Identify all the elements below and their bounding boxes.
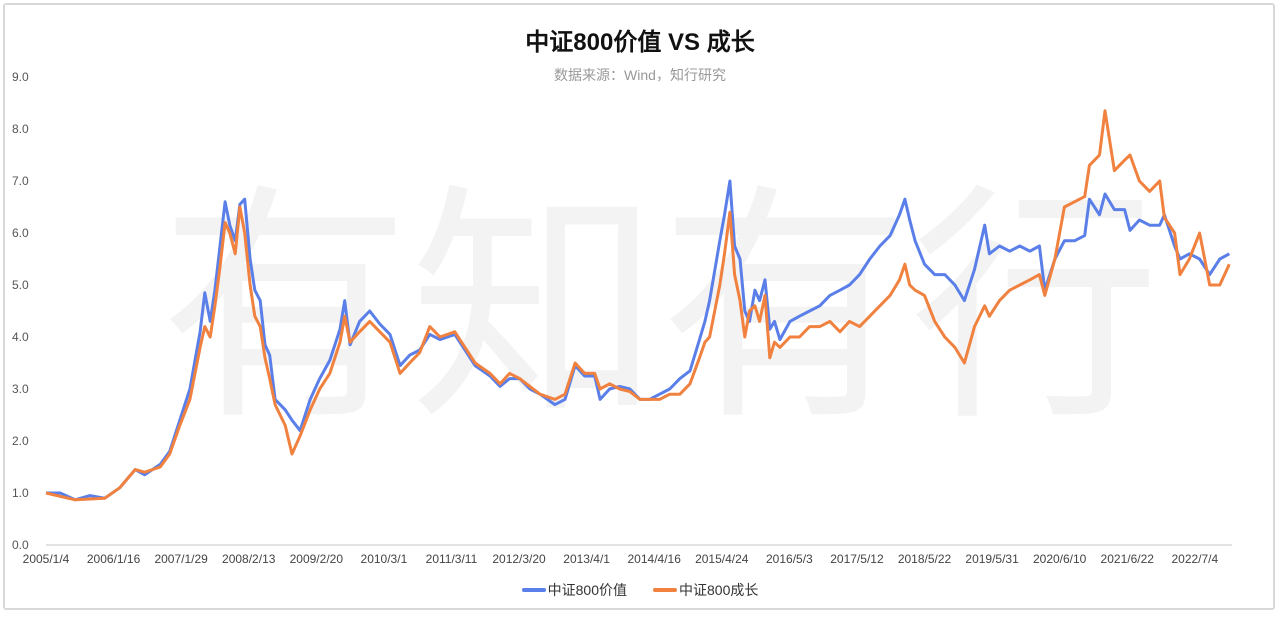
chart-frame [3, 3, 1275, 610]
y-tick-label: 3.0 [12, 382, 29, 396]
x-tick-label: 2005/1/4 [23, 552, 70, 566]
x-tick-label: 2021/6/22 [1101, 552, 1155, 566]
y-tick-label: 9.0 [12, 70, 29, 84]
x-tick-label: 2007/1/29 [154, 552, 208, 566]
y-tick-label: 2.0 [12, 434, 29, 448]
y-tick-label: 1.0 [12, 486, 29, 500]
x-tick-label: 2019/5/31 [965, 552, 1019, 566]
x-tick-label: 2022/7/4 [1171, 552, 1218, 566]
x-tick-label: 2013/4/1 [563, 552, 610, 566]
x-tick-label: 2009/2/20 [290, 552, 344, 566]
y-tick-label: 0.0 [12, 538, 29, 552]
legend-swatch-value [521, 588, 546, 592]
x-tick-label: 2017/5/12 [830, 552, 884, 566]
x-tick-label: 2012/3/20 [492, 552, 546, 566]
x-tick-label: 2015/4/24 [695, 552, 749, 566]
x-tick-label: 2018/5/22 [898, 552, 952, 566]
legend-item-growth[interactable]: 中证800成长 [653, 580, 758, 600]
chart-title: 中证800价值 VS 成长 [525, 29, 755, 56]
y-tick-label: 8.0 [12, 122, 29, 136]
legend-label-growth: 中证800成长 [679, 582, 759, 598]
chart-subtitle: 数据来源：Wind，知行研究 [554, 67, 726, 83]
y-tick-label: 4.0 [12, 330, 29, 344]
x-tick-label: 2008/2/13 [222, 552, 276, 566]
y-tick-label: 6.0 [12, 226, 29, 240]
series-line-value [46, 179, 1231, 502]
x-tick-label: 2011/3/11 [426, 552, 478, 566]
series-line-growth [45, 109, 1231, 502]
x-tick-label: 2006/1/16 [87, 552, 141, 566]
x-tick-label: 2020/6/10 [1033, 552, 1087, 566]
x-tick-label: 2016/5/3 [766, 552, 813, 566]
legend-item-value[interactable]: 中证800价值 [521, 580, 627, 600]
legend: 中证800价值 中证800成长 [0, 580, 1280, 600]
x-tick-label: 2014/4/16 [628, 552, 682, 566]
y-tick-label: 7.0 [12, 174, 29, 188]
x-tick-label: 2010/3/1 [361, 552, 408, 566]
y-tick-label: 5.0 [12, 278, 29, 292]
legend-swatch-growth [653, 588, 677, 592]
legend-label-value: 中证800价值 [547, 582, 627, 598]
